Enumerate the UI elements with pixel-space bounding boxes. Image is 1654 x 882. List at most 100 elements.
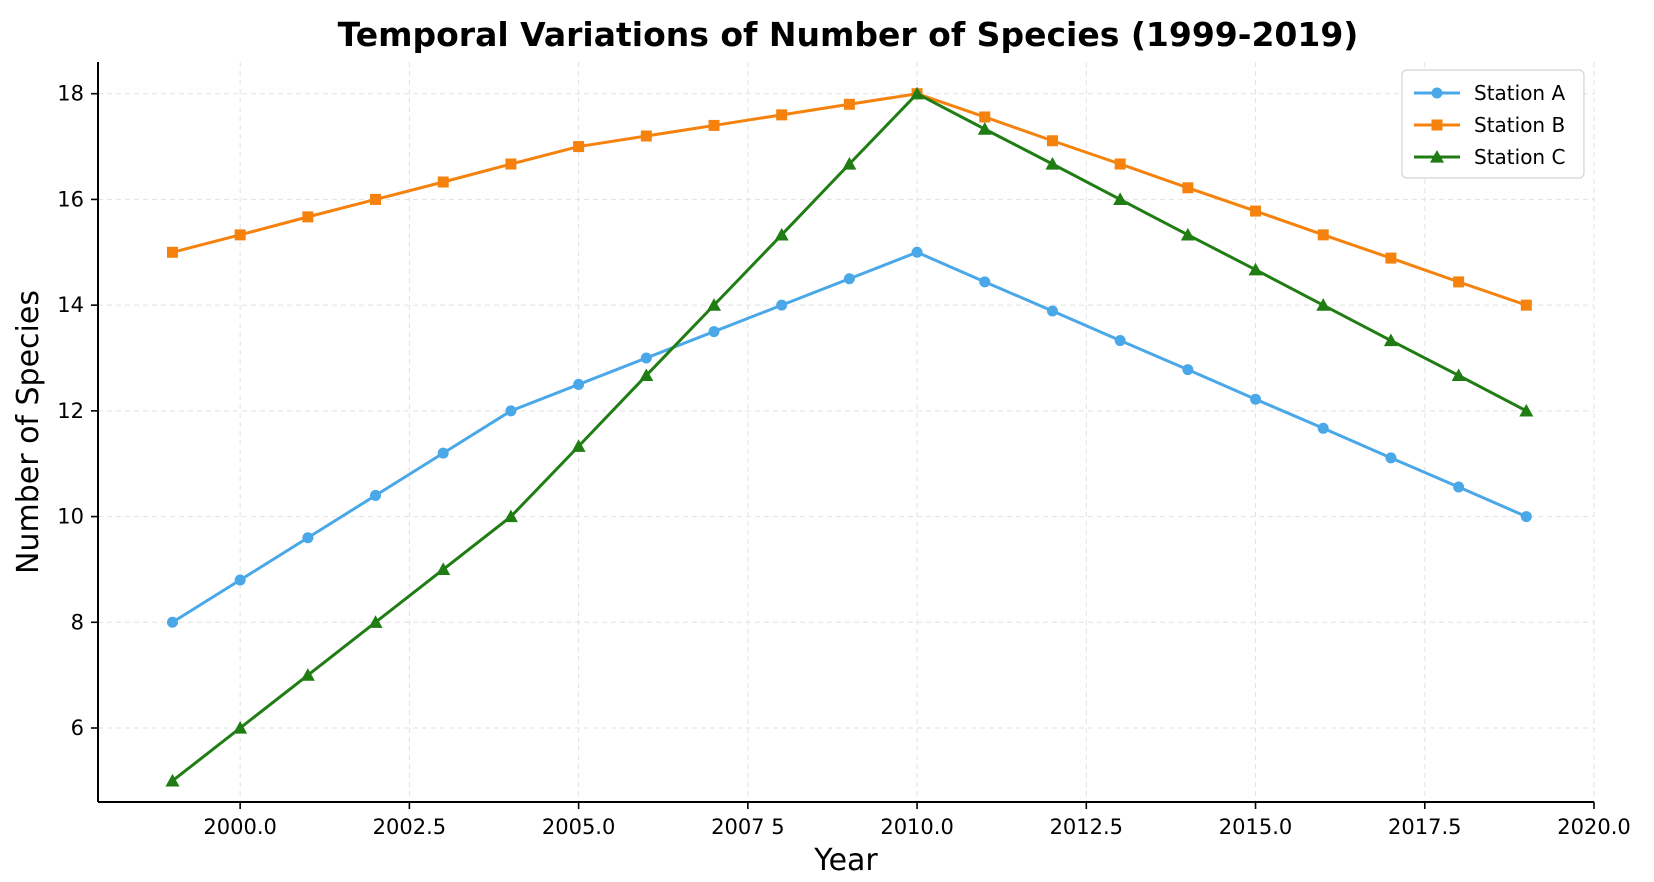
legend-marker-station-a — [1431, 87, 1443, 99]
data-point-station-b — [843, 98, 855, 110]
data-point-station-c — [1451, 368, 1466, 382]
series-station-c — [165, 86, 1534, 787]
y-tick-label: 6 — [71, 716, 84, 740]
y-tick-label: 18 — [57, 82, 84, 106]
series-station-a — [166, 246, 1532, 628]
data-point-station-c — [436, 562, 451, 576]
data-point-station-c — [707, 298, 721, 311]
x-tick-label: 2005.0 — [542, 815, 615, 839]
data-point-station-a — [1453, 481, 1465, 493]
data-point-station-a — [1250, 393, 1262, 405]
x-tick-label: 2020.0 — [1557, 815, 1630, 839]
data-point-station-c — [842, 157, 857, 170]
y-axis-ticks: 6 8 10 12 14 16 18 — [57, 82, 98, 740]
grid-lines — [98, 62, 1595, 802]
x-tick-label: 2017.5 — [1388, 815, 1461, 839]
data-point-station-c — [1248, 262, 1263, 276]
legend-label-station-a: Station A — [1474, 81, 1565, 105]
data-point-station-b — [1453, 276, 1465, 288]
data-point-station-a — [1114, 335, 1126, 347]
data-point-station-c — [1383, 333, 1398, 347]
data-point-station-c — [1113, 192, 1128, 206]
data-point-station-c — [774, 227, 789, 241]
x-axis-label: Year — [813, 843, 878, 878]
legend-entry-station-b: Station B — [1414, 113, 1565, 137]
data-point-station-c — [1519, 403, 1534, 417]
data-point-station-b — [234, 229, 246, 241]
x-tick-label: 2007 5 — [711, 815, 784, 839]
legend-entries: Station A Station B Station C — [1414, 81, 1565, 169]
legend-marker-station-b — [1431, 119, 1443, 131]
data-point-station-c — [977, 122, 992, 135]
x-tick-label: 2000.0 — [203, 815, 276, 839]
data-point-station-a — [166, 616, 178, 628]
data-point-station-b — [437, 176, 449, 188]
data-point-station-b — [302, 211, 314, 223]
legend-label-station-b: Station B — [1474, 113, 1565, 137]
data-point-station-a — [573, 378, 585, 390]
data-point-station-a — [1520, 511, 1532, 523]
data-point-station-c — [300, 668, 315, 681]
series-station-b — [166, 88, 1532, 311]
data-point-station-b — [370, 193, 382, 205]
series-layer — [165, 86, 1534, 787]
data-point-station-b — [1114, 158, 1126, 170]
x-tick-label: 2002.5 — [373, 815, 446, 839]
legend-box — [1401, 69, 1585, 179]
data-point-station-b — [776, 109, 788, 121]
x-axis-ticks: 2000.0 2002.5 2005.0 2007 5 2010.0 2012.5 2015… — [203, 802, 1631, 839]
legend-entry-station-a: Station A — [1414, 81, 1565, 105]
y-tick-label: 12 — [57, 399, 84, 423]
x-tick-label: 2015.0 — [1219, 815, 1292, 839]
data-point-station-c — [368, 615, 383, 628]
data-point-station-b — [1182, 182, 1194, 194]
data-point-station-c — [639, 368, 654, 382]
data-point-station-a — [843, 273, 855, 285]
data-point-station-a — [708, 326, 720, 338]
legend: Station A Station B Station C — [1401, 69, 1585, 179]
data-point-station-b — [1046, 135, 1058, 147]
data-point-station-c — [233, 721, 248, 734]
data-point-station-b — [1317, 229, 1329, 241]
data-point-station-c — [165, 773, 180, 787]
data-point-station-c — [1180, 227, 1195, 241]
legend-label-station-c: Station C — [1474, 145, 1565, 169]
data-point-station-a — [370, 489, 382, 501]
data-point-station-c — [1316, 298, 1331, 311]
chart-title: Temporal Variations of Number of Species… — [338, 15, 1359, 54]
data-point-station-a — [911, 246, 923, 258]
data-point-station-b — [1250, 205, 1262, 217]
data-point-station-b — [573, 141, 585, 153]
data-point-station-c — [503, 509, 518, 523]
data-point-station-c — [571, 439, 586, 452]
data-point-station-c — [910, 86, 925, 100]
data-point-station-a — [640, 352, 652, 364]
data-point-station-a — [505, 405, 517, 417]
data-point-station-a — [1182, 364, 1194, 376]
legend-entry-station-c: Station C — [1414, 145, 1565, 169]
data-point-station-a — [979, 276, 991, 288]
data-point-station-a — [302, 532, 314, 544]
legend-marker-station-c — [1430, 150, 1444, 163]
y-axis-label: Number of Species — [11, 290, 46, 574]
data-point-station-a — [437, 447, 449, 459]
data-point-station-b — [708, 119, 720, 131]
data-point-station-a — [1385, 452, 1397, 464]
data-point-station-b — [505, 158, 517, 170]
data-point-station-a — [776, 299, 788, 311]
y-tick-label: 14 — [57, 293, 84, 317]
data-point-station-b — [166, 246, 178, 258]
data-point-station-b — [640, 130, 652, 142]
data-point-station-a — [234, 574, 246, 586]
x-tick-label: 2010.0 — [880, 815, 953, 839]
data-point-station-a — [1046, 305, 1058, 317]
data-point-station-b — [979, 111, 991, 123]
x-tick-label: 2012.5 — [1050, 815, 1123, 839]
data-point-station-a — [1317, 422, 1329, 434]
data-point-station-b — [1520, 299, 1532, 311]
data-point-station-b — [1385, 252, 1397, 264]
data-point-station-c — [1045, 157, 1060, 170]
y-tick-label: 16 — [57, 187, 84, 211]
y-tick-label: 10 — [57, 505, 84, 529]
